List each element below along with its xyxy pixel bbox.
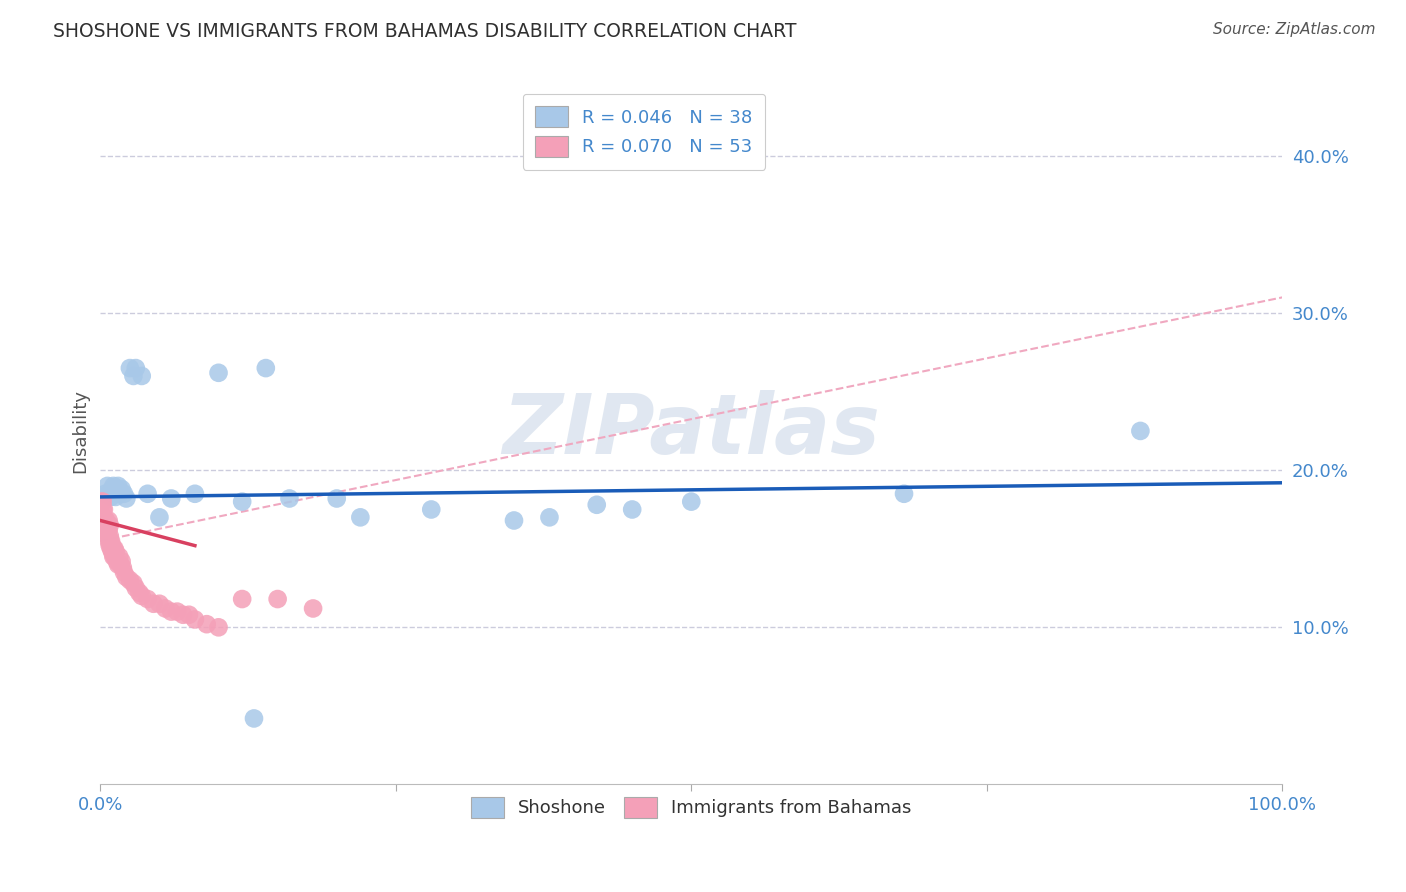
Point (108, 549, 131, 564)
Point (184, 612, 207, 626)
Point (266, 592, 288, 607)
Point (103, 479, 125, 493)
Point (136, 592, 159, 607)
Point (104, 545, 127, 559)
Point (94, 514, 117, 528)
Point (538, 510, 561, 524)
Point (107, 558, 129, 572)
Point (184, 487, 207, 501)
Point (101, 545, 124, 559)
Point (94, 487, 117, 501)
Point (103, 541, 125, 556)
Point (97, 533, 120, 548)
Point (96, 514, 118, 528)
Point (93, 510, 115, 524)
Point (111, 554, 134, 568)
Point (136, 487, 159, 501)
Point (122, 576, 145, 591)
Point (207, 620, 229, 634)
Point (97, 514, 120, 528)
Point (131, 368, 153, 383)
Point (243, 711, 266, 725)
Point (100, 541, 122, 556)
Point (125, 581, 148, 595)
Point (96, 529, 118, 543)
Point (105, 482, 128, 496)
Point (231, 494, 253, 508)
Point (111, 560, 134, 574)
Point (166, 605, 188, 619)
Point (103, 549, 125, 564)
Point (177, 607, 200, 622)
Point (91, 502, 114, 516)
Point (302, 601, 325, 615)
Point (98, 529, 121, 543)
Point (207, 366, 229, 380)
Point (115, 491, 138, 506)
Text: ZIPatlas: ZIPatlas (502, 391, 880, 472)
Point (112, 487, 135, 501)
Point (96, 479, 118, 493)
Point (148, 597, 170, 611)
Point (503, 514, 526, 528)
Point (160, 491, 183, 506)
Point (148, 510, 170, 524)
Legend: Shoshone, Immigrants from Bahamas: Shoshone, Immigrants from Bahamas (464, 789, 918, 825)
Point (101, 539, 124, 553)
Point (91, 494, 114, 508)
Point (108, 487, 131, 501)
Point (105, 554, 128, 568)
Point (681, 494, 703, 508)
Point (96, 518, 118, 533)
Point (96, 523, 118, 537)
Point (195, 617, 218, 632)
Y-axis label: Disability: Disability (72, 389, 89, 473)
Point (98, 518, 121, 533)
Point (621, 502, 644, 516)
Point (349, 510, 371, 524)
Point (98, 539, 121, 553)
Point (278, 491, 301, 506)
Point (254, 361, 277, 376)
Point (325, 491, 347, 506)
Point (103, 487, 125, 501)
Point (585, 498, 607, 512)
Text: Source: ZipAtlas.com: Source: ZipAtlas.com (1212, 22, 1375, 37)
Point (122, 368, 145, 383)
Point (131, 589, 153, 603)
Point (103, 549, 125, 564)
Point (118, 573, 141, 587)
Point (155, 601, 177, 615)
Point (231, 592, 253, 607)
Point (172, 607, 194, 622)
Point (110, 485, 132, 500)
Point (893, 487, 915, 501)
Point (97, 523, 120, 537)
Point (103, 541, 125, 556)
Point (1129, 424, 1152, 438)
Point (128, 586, 150, 600)
Point (420, 502, 443, 516)
Point (100, 490, 122, 504)
Point (107, 479, 129, 493)
Point (115, 570, 138, 584)
Point (112, 566, 135, 580)
Point (111, 482, 134, 496)
Point (101, 482, 124, 496)
Point (90, 494, 112, 508)
Point (142, 597, 165, 611)
Text: SHOSHONE VS IMMIGRANTS FROM BAHAMAS DISABILITY CORRELATION CHART: SHOSHONE VS IMMIGRANTS FROM BAHAMAS DISA… (53, 22, 797, 41)
Point (104, 490, 127, 504)
Point (94, 523, 117, 537)
Point (93, 502, 115, 516)
Point (100, 533, 122, 548)
Point (98, 487, 121, 501)
Point (110, 558, 132, 572)
Point (118, 361, 141, 376)
Point (125, 361, 148, 376)
Point (160, 605, 183, 619)
